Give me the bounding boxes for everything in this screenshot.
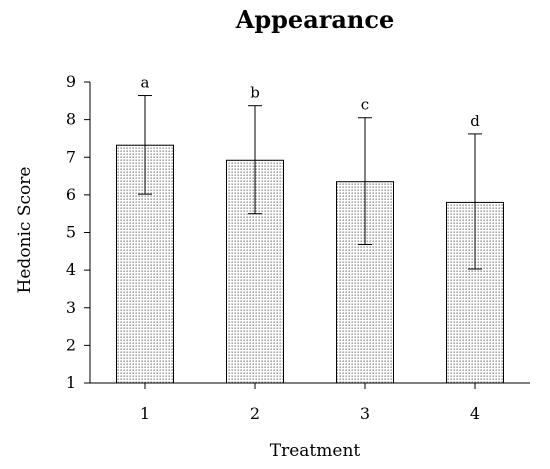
significance-letter: a: [141, 74, 150, 92]
y-tick-label: 2: [66, 335, 76, 354]
y-axis: 1 2 3 4 5 6 7 8 9: [66, 72, 90, 392]
chart-title: Appearance: [235, 5, 395, 34]
error-bars: [138, 95, 482, 270]
x-tick-label: 1: [140, 404, 150, 423]
significance-letter: c: [361, 96, 369, 114]
y-tick-label: 8: [66, 110, 76, 129]
x-tick-label: 3: [360, 404, 370, 423]
significance-letter: b: [250, 84, 260, 102]
x-axis-label: Treatment: [270, 441, 361, 461]
y-tick-label: 5: [66, 223, 76, 242]
y-tick-label: 1: [66, 373, 76, 392]
significance-letters: a b c d: [141, 74, 481, 130]
x-tick-label: 2: [250, 404, 260, 423]
bar-series: [116, 144, 504, 384]
y-tick-label: 4: [66, 260, 76, 279]
x-axis: 1 2 3 4: [140, 383, 480, 423]
y-tick-label: 9: [66, 72, 76, 91]
y-tick-label: 6: [66, 185, 76, 204]
y-tick-label: 3: [66, 298, 76, 317]
y-tick-label: 7: [66, 147, 76, 166]
y-axis-label: Hedonic Score: [15, 167, 35, 294]
x-tick-label: 4: [470, 404, 480, 423]
significance-letter: d: [470, 112, 480, 130]
